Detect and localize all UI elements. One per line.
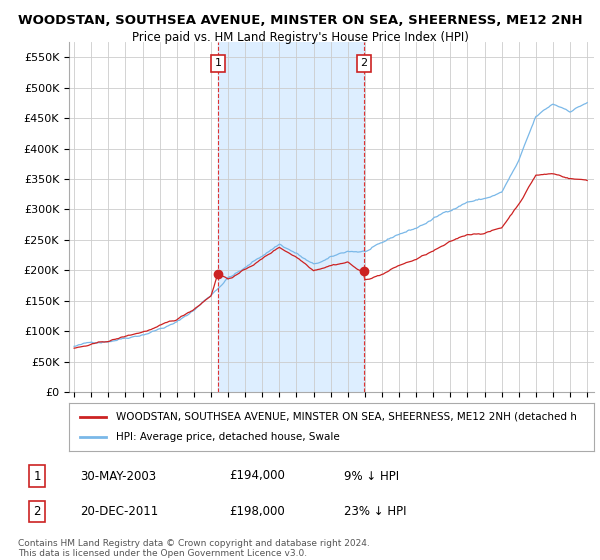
Text: 20-DEC-2011: 20-DEC-2011	[80, 505, 158, 518]
Text: 2: 2	[361, 58, 368, 68]
Bar	[218, 42, 364, 392]
Text: £198,000: £198,000	[229, 505, 285, 518]
Text: 9% ↓ HPI: 9% ↓ HPI	[344, 469, 400, 483]
Text: Price paid vs. HM Land Registry's House Price Index (HPI): Price paid vs. HM Land Registry's House …	[131, 31, 469, 44]
Text: HPI: Average price, detached house, Swale: HPI: Average price, detached house, Swal…	[116, 432, 340, 442]
Text: 1: 1	[34, 469, 41, 483]
Text: 1: 1	[214, 58, 221, 68]
Text: 23% ↓ HPI: 23% ↓ HPI	[344, 505, 407, 518]
Text: Contains HM Land Registry data © Crown copyright and database right 2024.
This d: Contains HM Land Registry data © Crown c…	[18, 539, 370, 558]
Text: WOODSTAN, SOUTHSEA AVENUE, MINSTER ON SEA, SHEERNESS, ME12 2NH (detached h: WOODSTAN, SOUTHSEA AVENUE, MINSTER ON SE…	[116, 412, 577, 422]
Text: £194,000: £194,000	[229, 469, 285, 483]
Text: 30-MAY-2003: 30-MAY-2003	[80, 469, 157, 483]
Text: WOODSTAN, SOUTHSEA AVENUE, MINSTER ON SEA, SHEERNESS, ME12 2NH: WOODSTAN, SOUTHSEA AVENUE, MINSTER ON SE…	[17, 14, 583, 27]
Text: 2: 2	[34, 505, 41, 518]
